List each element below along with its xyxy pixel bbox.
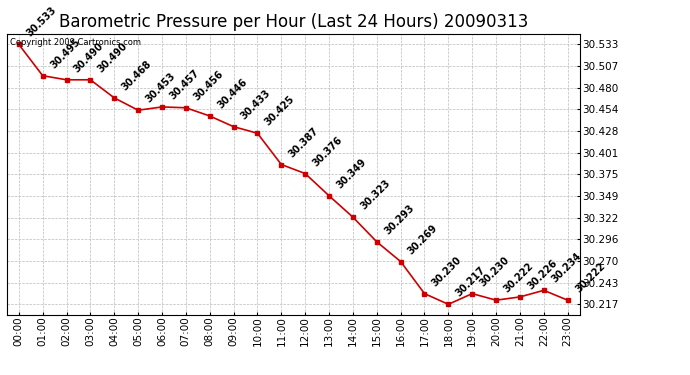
Text: 30.293: 30.293 [382, 202, 416, 236]
Text: 30.456: 30.456 [191, 69, 225, 102]
Text: 30.433: 30.433 [239, 87, 273, 121]
Text: 30.230: 30.230 [477, 255, 511, 288]
Text: 30.349: 30.349 [335, 157, 368, 190]
Text: 30.234: 30.234 [549, 251, 583, 285]
Text: 30.495: 30.495 [48, 36, 82, 70]
Text: 30.490: 30.490 [96, 40, 130, 74]
Text: 30.490: 30.490 [72, 40, 106, 74]
Text: 30.376: 30.376 [310, 134, 344, 168]
Text: 30.222: 30.222 [502, 261, 535, 295]
Text: 30.457: 30.457 [168, 68, 201, 101]
Text: 30.387: 30.387 [287, 125, 321, 159]
Text: 30.230: 30.230 [430, 255, 464, 288]
Text: 30.226: 30.226 [526, 258, 559, 291]
Text: 30.269: 30.269 [406, 222, 440, 256]
Text: Copyright 2009 Cartronics.com: Copyright 2009 Cartronics.com [10, 38, 141, 47]
Text: 30.468: 30.468 [120, 58, 153, 92]
Text: 30.446: 30.446 [215, 77, 249, 110]
Text: 30.425: 30.425 [263, 94, 297, 128]
Title: Barometric Pressure per Hour (Last 24 Hours) 20090313: Barometric Pressure per Hour (Last 24 Ho… [59, 13, 528, 31]
Text: 30.323: 30.323 [359, 178, 392, 212]
Text: 30.453: 30.453 [144, 71, 177, 105]
Text: 30.222: 30.222 [573, 261, 607, 295]
Text: 30.533: 30.533 [24, 5, 58, 39]
Text: 30.217: 30.217 [454, 265, 488, 299]
